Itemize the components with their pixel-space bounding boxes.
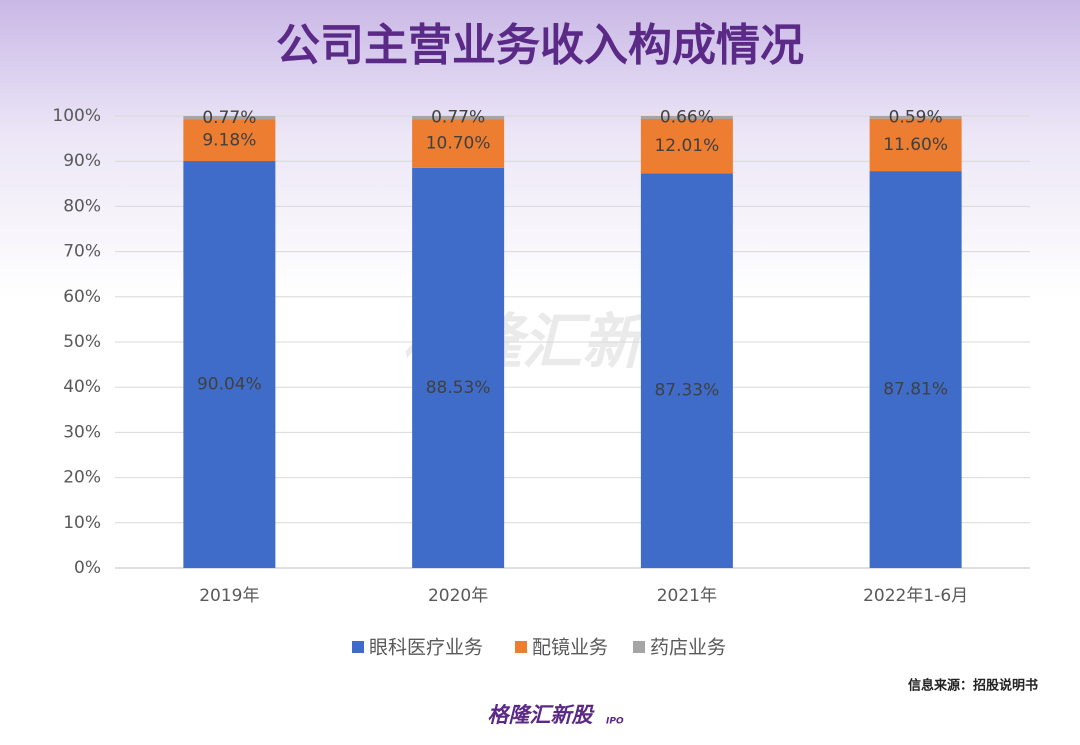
- value-label: 0.77%: [202, 108, 256, 128]
- legend-label: 药店业务: [650, 637, 726, 659]
- bar-segment: [640, 118, 733, 174]
- value-label: 0.77%: [431, 108, 485, 128]
- bar-segment: [869, 171, 962, 568]
- bar-segment: [640, 173, 733, 568]
- x-tick-label: 2021年: [657, 586, 717, 606]
- value-label: 9.18%: [202, 130, 256, 150]
- bar-segment: [640, 116, 733, 119]
- value-label: 11.60%: [883, 135, 948, 155]
- value-label: 12.01%: [654, 136, 719, 156]
- legend-swatch: [352, 641, 364, 653]
- value-label: 87.33%: [654, 381, 719, 401]
- chart-title: 公司主营业务收入构成情况: [276, 20, 804, 71]
- value-label: 90.04%: [197, 375, 262, 395]
- y-tick-label: 0%: [74, 558, 101, 578]
- logo: 格隆汇新股: [488, 703, 596, 727]
- y-tick-label: 70%: [63, 242, 101, 262]
- bar-segment: [183, 116, 276, 120]
- y-tick-label: 100%: [52, 106, 101, 126]
- bar-segment: [412, 116, 505, 120]
- y-tick-label: 10%: [63, 513, 101, 533]
- value-label: 10.70%: [426, 134, 491, 154]
- x-tick-label: 2022年1-6月: [863, 586, 968, 606]
- bar-segment: [869, 118, 962, 172]
- y-tick-label: 60%: [63, 287, 101, 307]
- bar-segment: [412, 167, 505, 568]
- bar-segment: [183, 161, 276, 568]
- x-tick-label: 2020年: [428, 586, 488, 606]
- value-label: 0.59%: [889, 107, 943, 127]
- bar-segment: [869, 116, 962, 119]
- y-tick-label: 40%: [63, 377, 101, 397]
- value-label: 88.53%: [426, 378, 491, 398]
- legend-swatch: [633, 641, 645, 653]
- bar-segment: [412, 119, 505, 168]
- logo-sub: IPO: [606, 717, 624, 727]
- value-label: 87.81%: [883, 380, 948, 400]
- legend-swatch: [515, 641, 527, 653]
- y-tick-label: 90%: [63, 151, 101, 171]
- legend-label: 配镜业务: [532, 637, 608, 659]
- y-tick-label: 30%: [63, 422, 101, 442]
- bar-segment: [183, 119, 276, 162]
- value-label: 0.66%: [660, 107, 714, 127]
- y-tick-label: 20%: [63, 468, 101, 488]
- y-tick-label: 80%: [63, 196, 101, 216]
- y-tick-label: 50%: [63, 332, 101, 352]
- legend-label: 眼科医疗业务: [369, 637, 483, 659]
- x-tick-label: 2019年: [199, 586, 259, 606]
- source-note: 信息来源：招股说明书: [908, 678, 1038, 694]
